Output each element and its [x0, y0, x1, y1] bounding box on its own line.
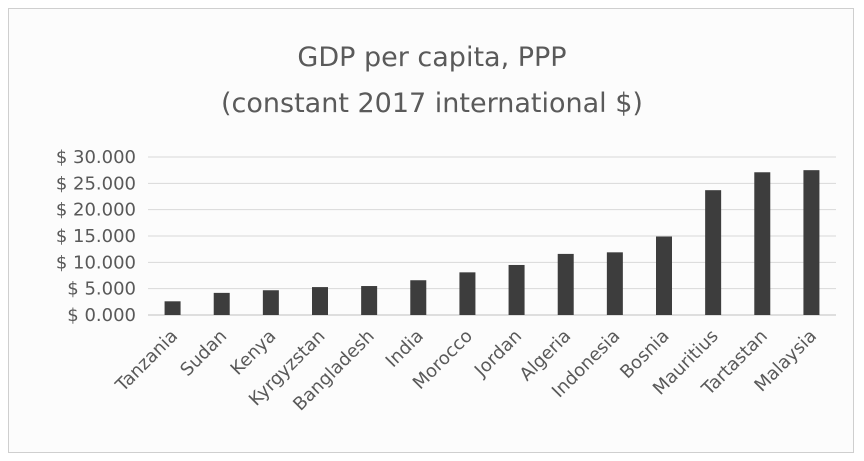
y-tick-label: $ 30.000 [56, 147, 136, 168]
bar-sudan [213, 292, 230, 315]
y-tick-label: $ 5.000 [67, 279, 136, 300]
bar-indonesia [606, 252, 623, 315]
y-tick-label: $ 20.000 [56, 200, 136, 221]
x-tick-label: Sudan [176, 326, 231, 381]
bar-tanzania [164, 301, 181, 315]
x-tick-label: Tanzania [111, 326, 182, 397]
bar-tartastan [754, 172, 771, 315]
bar-morocco [459, 272, 476, 315]
bar-malaysia [803, 170, 820, 315]
chart-title-line-2: (constant 2017 international $) [221, 88, 643, 119]
y-tick-label: $ 25.000 [56, 173, 136, 194]
y-tick-label: $ 15.000 [56, 226, 136, 247]
bar-bangladesh [361, 286, 378, 315]
bar-kyrgyzstan [312, 287, 328, 315]
bar-india [410, 280, 427, 315]
x-tick-label: India [382, 326, 428, 372]
bar-kenya [262, 290, 279, 315]
bar-jordan [508, 264, 525, 315]
bar-mauritius [705, 190, 722, 315]
chart-title-line-1: GDP per capita, PPP [297, 42, 566, 73]
bar-bosnia [656, 236, 672, 315]
y-tick-label: $ 10.000 [56, 252, 136, 273]
bar-algeria [557, 253, 574, 315]
y-tick-label: $ 0.000 [67, 305, 136, 326]
